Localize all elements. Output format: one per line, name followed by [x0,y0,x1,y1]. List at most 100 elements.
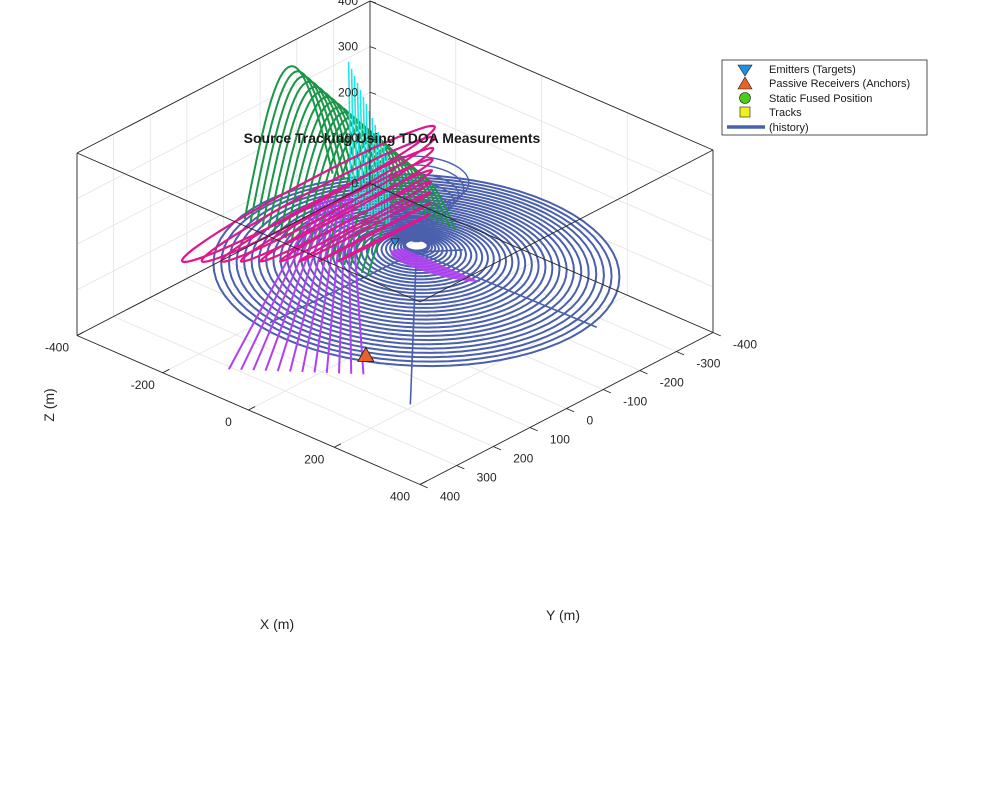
y-tick-mark [493,446,502,451]
magenta-ellipse [200,135,436,264]
plot-data-layer [180,61,621,405]
axes-box-edge [419,149,714,303]
purple-stroke [325,198,344,373]
y-tick-mark [419,484,428,489]
green-arc [243,65,334,220]
legend-emitter-marker [737,64,753,77]
axes-box-edge [369,183,714,333]
blue-ring [220,176,613,363]
grid-line-y-floor [150,297,494,447]
axes-box-edge [369,0,714,151]
y-tick-mark [639,370,648,375]
y-tick-mark [676,351,685,356]
cyan-stroke [347,61,352,205]
grid-line-y-floor [113,316,457,466]
y-tick-label: 100 [550,433,570,447]
legend-box [721,59,928,136]
x-tick-mark [334,443,342,448]
blue-ring [343,221,490,291]
cyan-stroke [374,124,379,219]
cyan-stroke [371,117,376,218]
purple-stroke [276,198,333,372]
y-tick-mark [602,389,612,394]
emitter-marker [390,238,400,247]
blue-ring [306,208,527,313]
y-tick-label: -200 [660,376,684,390]
blue-radial-stroke [416,249,463,253]
blue-ring [265,193,568,337]
magenta-ellipse [297,191,433,263]
x-tick-label: 400 [390,490,410,504]
legend-label-tracks: Tracks [769,107,802,119]
magenta-ellipse [239,157,434,263]
legend-label-emitters: Emitters (Targets) [769,64,856,76]
y-tick-mark [456,465,465,470]
purple-lens [390,248,482,283]
magenta-ellipse [318,202,434,263]
legend-fused-marker [739,92,751,104]
y-tick-label: 300 [477,471,497,485]
blue-ring [337,219,495,295]
cyan-stroke [353,75,358,208]
z-axis-label: Z (m) [41,388,57,421]
y-tick-label: 400 [440,490,460,504]
blue-ring [360,226,473,281]
grid-line-y-floor [186,278,531,428]
purple-stroke [347,198,353,374]
y-tick-mark [529,427,538,432]
green-arc [267,85,357,231]
z-tick-mark [369,137,377,141]
purple-stroke [240,198,324,371]
z-tick-mark [369,91,377,95]
y-tick-mark [566,408,575,413]
grid-line-z-ywall [76,137,371,291]
purple-stroke [337,198,347,374]
axes-box-edge [76,183,371,336]
cyan-stroke [359,89,364,211]
blue-ring [365,228,468,278]
green-arc [331,142,422,260]
legend-tracks-marker [739,106,751,118]
receiver-marker [357,346,375,362]
purple-stroke [301,198,338,373]
y-tick-label: -400 [733,338,757,352]
green-arc [343,152,434,266]
series-purple-strokes [227,198,482,375]
x-tick-mark [162,368,170,374]
grid-line-z-ywall [76,46,371,199]
z-tick-label: 400 [338,0,358,8]
green-arc [273,90,363,233]
z-tick-mark [369,0,377,4]
x-tick-label: 0 [225,415,232,429]
chart-title: Source Tracking Using TDOA Measurements [244,130,541,146]
y-axis-label: Y (m) [546,607,580,623]
z-tick-mark [369,183,377,186]
blue-funnel-loop [368,164,465,211]
green-arc [255,75,346,225]
x-tick-label: -200 [131,378,155,392]
z-tick-mark [369,46,377,50]
blue-radial-stroke [416,251,598,328]
purple-stroke [289,198,336,372]
magenta-ellipse [259,169,433,263]
y-tick-label: -300 [696,357,720,371]
x-tick-mark [248,406,256,411]
axes-box-edge [76,0,371,154]
axes-box-edge [76,152,421,303]
legend-label-receivers: Passive Receivers (Anchors) [769,78,910,90]
x-tick-mark [419,480,427,485]
y-tick-label: -100 [623,395,647,409]
grid-line-z-xwall [369,91,714,242]
y-tick-mark [712,332,721,337]
x-tick-label: 200 [304,452,324,466]
blue-ring [380,233,453,268]
magenta-ellipse [336,213,431,263]
x-tick-mark [76,331,84,336]
z-tick-label: 100 [338,131,358,145]
legend-receiver-marker [737,76,753,90]
series-magenta-ellipses [180,124,437,264]
blue-ring [212,173,621,368]
grid-line-z-xwall [369,46,714,196]
z-tick-label: 0 [351,177,358,191]
